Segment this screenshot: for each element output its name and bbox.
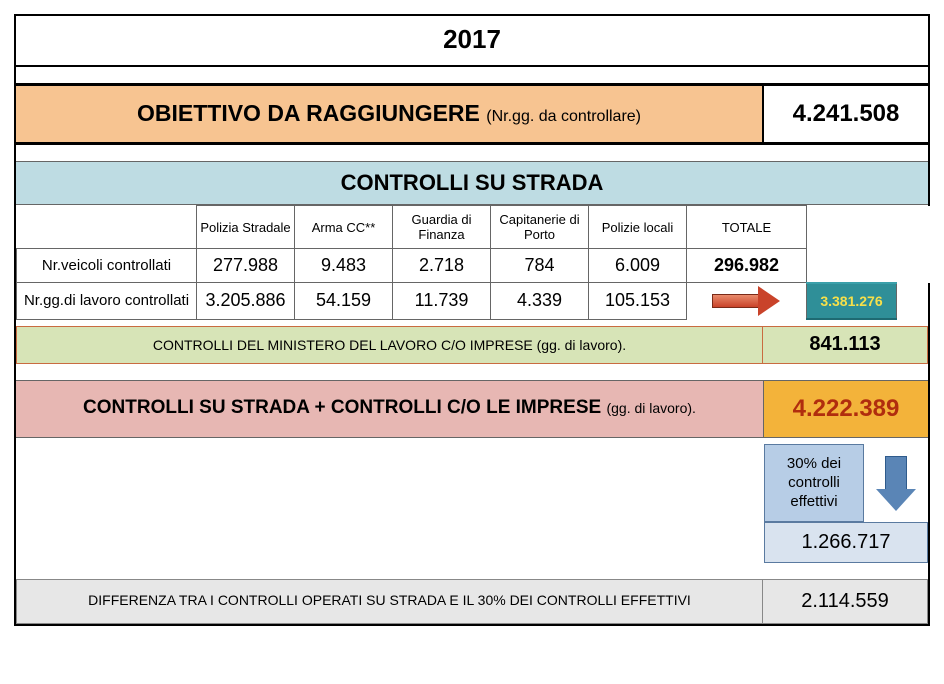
row-label: Nr.gg.di lavoro controllati — [17, 283, 197, 320]
cell: 277.988 — [197, 249, 295, 283]
somma-label-sub: (gg. di lavoro). — [606, 400, 695, 416]
cell-totale: 296.982 — [687, 249, 807, 283]
cell: 11.739 — [393, 283, 491, 320]
table-header: Arma CC** — [295, 206, 393, 249]
table-header-empty — [807, 206, 897, 249]
percentuale-row: 30% dei controlli effettivi — [16, 444, 928, 522]
cell: 4.339 — [491, 283, 589, 320]
cell: 2.718 — [393, 249, 491, 283]
table-row: Nr.gg.di lavoro controllati 3.205.886 54… — [17, 283, 944, 320]
ministero-row: CONTROLLI DEL MINISTERO DEL LAVORO C/O I… — [16, 326, 928, 364]
ministero-value: 841.113 — [763, 327, 927, 363]
somma-label: CONTROLLI SU STRADA + CONTROLLI C/O LE I… — [16, 381, 764, 437]
arrow-down-icon — [876, 456, 916, 511]
differenza-value: 2.114.559 — [763, 580, 927, 623]
percentuale-box: 30% dei controlli effettivi — [764, 444, 864, 522]
table-header-totale: TOTALE — [687, 206, 807, 249]
year-title: 2017 — [16, 16, 928, 67]
gg-lavoro-result: 3.381.276 — [807, 283, 897, 320]
cell: 54.159 — [295, 283, 393, 320]
arrow-down-cell — [864, 444, 928, 522]
somma-value: 4.222.389 — [764, 381, 928, 437]
arrow-right-icon — [712, 289, 782, 313]
table-header-row: Polizia Stradale Arma CC** Guardia di Fi… — [17, 206, 944, 249]
differenza-row: DIFFERENZA TRA I CONTROLLI OPERATI SU ST… — [16, 579, 928, 624]
obiettivo-value: 4.241.508 — [764, 86, 928, 142]
report-card: 2017 OBIETTIVO DA RAGGIUNGERE (Nr.gg. da… — [14, 14, 930, 626]
table-header: Polizie locali — [589, 206, 687, 249]
cell: 784 — [491, 249, 589, 283]
obiettivo-label: OBIETTIVO DA RAGGIUNGERE (Nr.gg. da cont… — [16, 86, 764, 142]
ministero-label: CONTROLLI DEL MINISTERO DEL LAVORO C/O I… — [17, 327, 763, 363]
cell: 9.483 — [295, 249, 393, 283]
percentuale-value: 1.266.717 — [764, 522, 928, 563]
controlli-strada-header: CONTROLLI SU STRADA — [16, 161, 928, 205]
table-header: Polizia Stradale — [197, 206, 295, 249]
percentuale-result-row: 1.266.717 — [16, 522, 928, 563]
obiettivo-label-sub: (Nr.gg. da controllare) — [486, 108, 641, 125]
empty-cell — [807, 249, 897, 283]
table-row: Nr.veicoli controllati 277.988 9.483 2.7… — [17, 249, 944, 283]
obiettivo-row: OBIETTIVO DA RAGGIUNGERE (Nr.gg. da cont… — [16, 83, 928, 145]
controlli-strada-table: Polizia Stradale Arma CC** Guardia di Fi… — [16, 205, 944, 320]
table-header-empty — [17, 206, 197, 249]
row-label: Nr.veicoli controllati — [17, 249, 197, 283]
cell: 3.205.886 — [197, 283, 295, 320]
table-header: Guardia di Finanza — [393, 206, 491, 249]
somma-row: CONTROLLI SU STRADA + CONTROLLI C/O LE I… — [16, 380, 928, 438]
table-header: Capitanerie di Porto — [491, 206, 589, 249]
table-header-empty — [897, 206, 944, 249]
arrow-cell — [687, 283, 807, 320]
obiettivo-label-main: OBIETTIVO DA RAGGIUNGERE — [137, 100, 480, 126]
cell: 6.009 — [589, 249, 687, 283]
empty-cell — [897, 249, 944, 283]
cell: 105.153 — [589, 283, 687, 320]
differenza-label: DIFFERENZA TRA I CONTROLLI OPERATI SU ST… — [17, 580, 763, 623]
somma-label-main: CONTROLLI SU STRADA + CONTROLLI C/O LE I… — [83, 397, 601, 418]
